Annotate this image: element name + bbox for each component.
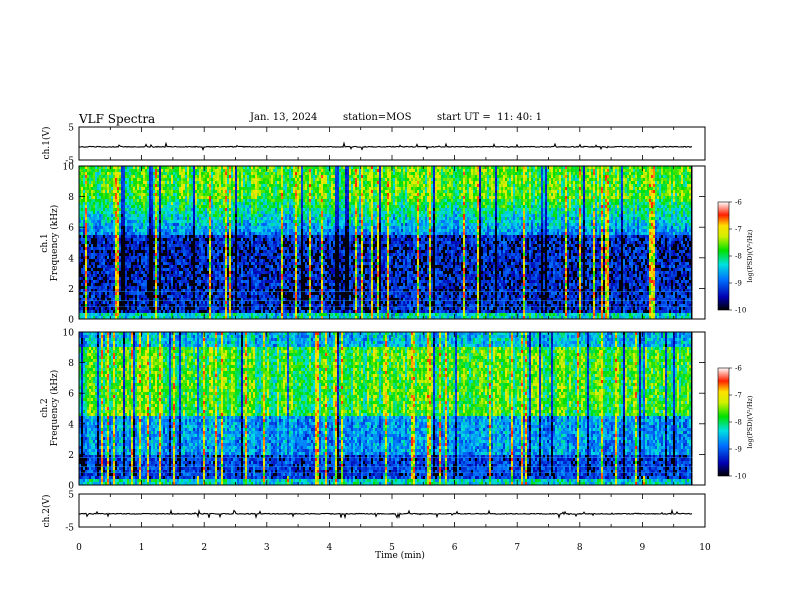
x-tick-label: 2 [201, 543, 207, 553]
y-axis-label-frequency: Frequency (kHz) [49, 370, 60, 447]
x-tick-label: 0 [76, 543, 82, 553]
x-tick-label: 10 [699, 543, 711, 553]
x-tick-label: 6 [452, 543, 458, 553]
colorbar-tick-label: -6 [735, 365, 742, 373]
y-axis-label-ch1-voltage: ch.1(V) [41, 127, 52, 160]
colorbar-tick-label: -9 [735, 446, 742, 454]
chart-title: VLF Spectra [79, 112, 155, 126]
y-tick-label: 0 [68, 482, 74, 492]
colorbar-tick-label: -8 [735, 419, 742, 427]
colorbar-label: log(PSD)(V²/Hz) [746, 395, 754, 448]
spectrogram-panel-ch1: 0 2 4 6 8 10 [63, 163, 706, 326]
colorbar-ch2: -6 -7 -8 -9 -10 log(PSD)(V²/Hz) [717, 365, 754, 481]
y-tick-label: 5 [68, 124, 74, 134]
y-tick-label: 6 [68, 224, 74, 234]
y-tick-label: 5 [68, 491, 74, 501]
y-tick-label: -5 [65, 524, 74, 534]
voltage-trace-line [78, 141, 693, 152]
colorbar-tick-label: -10 [735, 473, 746, 481]
voltage-panel-ch2: 5 -5 [65, 491, 706, 534]
x-tick-label: 4 [327, 543, 333, 553]
y-tick-label: -5 [65, 157, 74, 167]
y-tick-label: 4 [68, 254, 74, 264]
y-tick-label: 0 [68, 316, 74, 326]
station-label: station=MOS [343, 112, 411, 123]
x-tick-label: 9 [640, 543, 646, 553]
voltage-trace-ch1 [78, 141, 693, 152]
y-axis-label-ch1: ch.1 [40, 233, 50, 252]
colorbar-tick-label: -6 [735, 199, 742, 207]
y-tick-label: 4 [68, 420, 74, 430]
x-tick-label: 1 [139, 543, 145, 553]
colorbar-label: log(PSD)(V²/Hz) [746, 229, 754, 282]
y-axis-label-frequency: Frequency (kHz) [49, 205, 60, 282]
y-tick-label: 8 [68, 193, 74, 203]
x-tick-label: 7 [514, 543, 520, 553]
y-tick-label: 2 [68, 451, 74, 461]
y-axis-label-ch2-voltage: ch.2(V) [41, 495, 52, 528]
colorbar-tick-label: -7 [735, 226, 742, 234]
start-time-label: start UT = 11: 40: 1 [437, 112, 542, 123]
x-tick-label: 5 [389, 543, 395, 553]
voltage-trace-line [78, 508, 693, 520]
voltage-trace-ch2 [78, 508, 693, 520]
x-tick-label: 3 [264, 543, 270, 553]
colorbar-tick-label: -9 [735, 280, 742, 288]
colorbar-tick-label: -7 [735, 392, 742, 400]
y-tick-label: 10 [63, 329, 75, 339]
colorbar-tick-label: -8 [735, 253, 742, 261]
voltage-panel-ch1: 5 -5 [65, 124, 706, 167]
x-axis-label: Time (min) [375, 550, 425, 561]
colorbar-ch1: -6 -7 -8 -9 -10 log(PSD)(V²/Hz) [717, 199, 754, 315]
colorbar-tick-label: -10 [735, 307, 746, 315]
spectrogram-panel-ch2: 0 2 4 6 8 10 [63, 329, 706, 492]
date-label: Jan. 13, 2024 [250, 112, 317, 123]
y-tick-label: 2 [68, 285, 74, 295]
y-tick-label: 6 [68, 390, 74, 400]
y-tick-label: 10 [63, 163, 75, 173]
x-tick-label: 8 [577, 543, 583, 553]
y-axis-label-ch2: ch.2 [40, 398, 50, 417]
y-tick-label: 8 [68, 359, 74, 369]
